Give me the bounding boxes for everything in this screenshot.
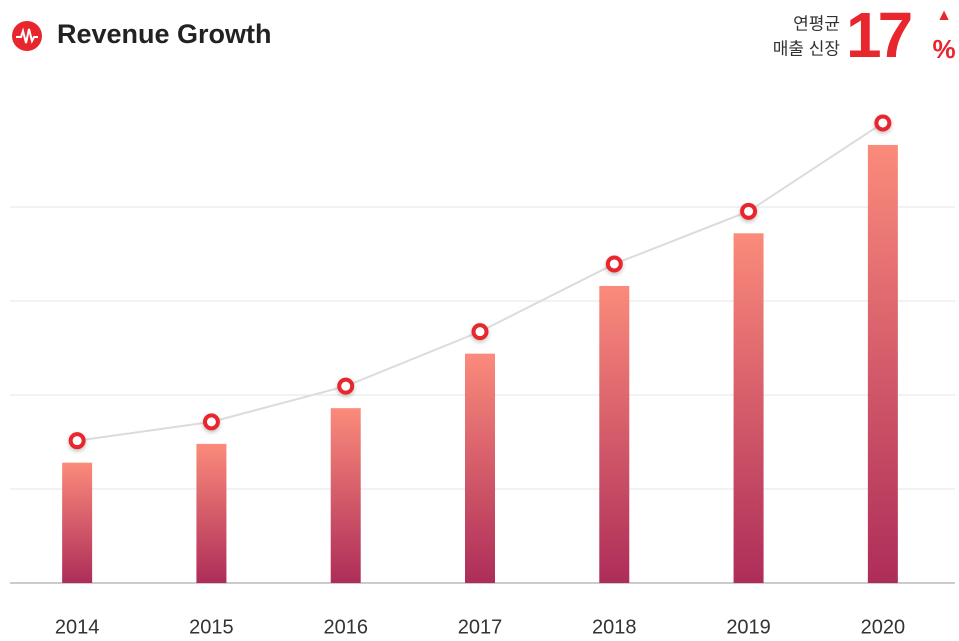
growth-arrow: ▲ bbox=[936, 7, 952, 24]
x-tick-label: 2018 bbox=[592, 616, 637, 638]
bar bbox=[733, 233, 764, 583]
bar bbox=[465, 353, 495, 583]
growth-unit: % bbox=[932, 34, 955, 64]
marker bbox=[605, 255, 623, 273]
growth-label: 매출 신장 bbox=[773, 39, 841, 58]
x-tick-label: 2020 bbox=[861, 616, 906, 638]
growth-label: 연평균 bbox=[793, 14, 840, 33]
bar bbox=[867, 144, 898, 583]
bar bbox=[330, 408, 361, 583]
bar bbox=[599, 285, 630, 583]
growth-value: 17 bbox=[846, 0, 911, 71]
marker bbox=[68, 432, 86, 450]
x-tick-label: 2017 bbox=[458, 616, 503, 638]
x-tick-label: 2016 bbox=[323, 616, 368, 638]
marker bbox=[740, 202, 758, 220]
marker bbox=[874, 114, 892, 132]
bar bbox=[196, 443, 227, 583]
marker bbox=[337, 377, 355, 395]
bar bbox=[62, 462, 93, 583]
title-icon bbox=[12, 21, 42, 51]
x-tick-label: 2015 bbox=[189, 616, 234, 638]
marker bbox=[471, 323, 489, 341]
marker bbox=[202, 413, 220, 431]
x-tick-label: 2019 bbox=[726, 616, 771, 638]
x-tick-label: 2014 bbox=[55, 616, 100, 638]
chart-title: Revenue Growth bbox=[57, 19, 272, 49]
